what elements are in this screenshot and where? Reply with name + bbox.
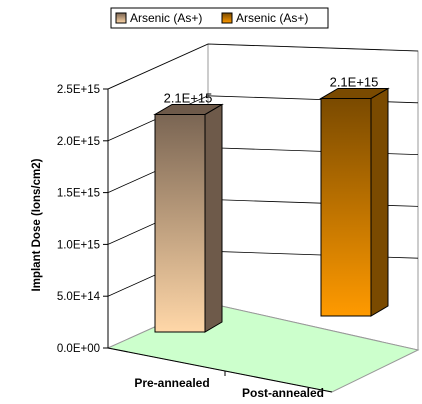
y-tick-label: 2.0E+15 (57, 136, 100, 148)
y-tick-label: 0.0E+00 (57, 343, 100, 355)
y-axis-ticks: 0.0E+00 5.0E+14 1.0E+15 1.5E+15 2.0E+15 2.5E+… (57, 84, 333, 393)
y-tick-label: 2.5E+15 (57, 84, 100, 96)
data-labels: 2.1E+15 2.1E+15 (164, 74, 379, 105)
legend-swatch (115, 12, 127, 24)
bars (153, 87, 390, 333)
data-label: 2.1E+15 (164, 90, 213, 105)
category-label: Post-annealed (242, 386, 324, 400)
bar-top (153, 103, 224, 115)
bar-pre-annealed (154, 113, 206, 333)
y-tick-label: 1.5E+15 (57, 188, 100, 200)
y-tick-label: 5.0E+14 (57, 291, 101, 303)
category-label: Pre-annealed (134, 376, 209, 390)
legend-box (110, 7, 329, 29)
category-labels: Pre-annealed Post-annealed (134, 376, 324, 400)
gridline (107, 43, 419, 90)
bar-top (319, 87, 390, 99)
legend-entry: Arsenic (As+) (130, 11, 202, 25)
y-axis-title: Implant Dose (Ions/cm2) (31, 158, 43, 291)
legend-swatch (221, 12, 233, 24)
legend-entry: Arsenic (As+) (236, 11, 308, 25)
bar-post-annealed (320, 97, 372, 317)
y-tick-label: 1.0E+15 (57, 239, 100, 251)
legend: Arsenic (As+) Arsenic (As+) (110, 7, 329, 29)
bar-side (370, 87, 389, 317)
x-axis-line (107, 347, 333, 393)
bar-side (204, 103, 223, 333)
data-label: 2.1E+15 (330, 74, 379, 89)
